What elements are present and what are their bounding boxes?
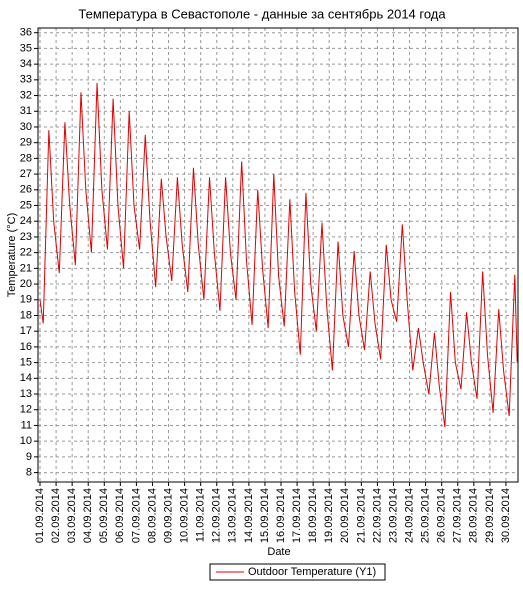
x-tick-label: 13.09.2014 (227, 488, 239, 543)
y-tick-label: 11 (21, 419, 32, 431)
x-tick-label: 02.09.2014 (50, 488, 62, 543)
y-tick-label: 16 (20, 341, 32, 353)
x-tick-label: 03.09.2014 (66, 488, 78, 543)
y-tick-label: 30 (20, 121, 32, 133)
x-tick-label: 30.09.2014 (500, 488, 512, 543)
y-tick-label: 17 (20, 325, 32, 337)
x-tick-label: 19.09.2014 (323, 488, 335, 543)
x-tick-label: 01.09.2014 (34, 488, 46, 543)
x-tick-label: 09.09.2014 (162, 488, 174, 543)
y-tick-label: 34 (20, 58, 32, 70)
x-tick-label: 11.09.2014 (195, 488, 207, 542)
x-tick-label: 21.09.2014 (355, 488, 367, 543)
y-tick-label: 14 (20, 372, 32, 384)
y-tick-label: 32 (20, 89, 32, 101)
y-tick-label: 21 (20, 262, 32, 274)
y-tick-label: 19 (20, 294, 32, 306)
y-tick-label: 25 (20, 199, 32, 211)
legend-box (209, 563, 386, 581)
y-tick-label: 13 (20, 388, 32, 400)
y-tick-label: 29 (20, 137, 32, 149)
x-axis-label: Date (267, 546, 290, 558)
x-tick-label: 12.09.2014 (211, 488, 223, 543)
y-tick-label: 24 (20, 215, 32, 227)
x-tick-label: 15.09.2014 (259, 488, 271, 543)
x-tick-label: 28.09.2014 (468, 488, 480, 543)
x-tick-label: 06.09.2014 (114, 488, 126, 543)
legend-label: Outdoor Temperature (Y1) (248, 566, 376, 578)
x-tick-label: 23.09.2014 (387, 488, 399, 543)
y-tick-label: 26 (20, 184, 32, 196)
y-tick-label: 35 (20, 42, 32, 54)
x-tick-label: 08.09.2014 (146, 488, 158, 543)
x-tick-label: 04.09.2014 (82, 488, 94, 543)
plot-border (37, 27, 519, 483)
y-tick-label: 27 (20, 168, 32, 180)
y-tick-label: 10 (20, 435, 32, 447)
data-line (39, 82, 518, 428)
x-tick-label: 22.09.2014 (371, 488, 383, 543)
y-tick-label: 8 (26, 466, 32, 478)
x-tick-label: 05.09.2014 (98, 488, 110, 543)
x-tick-label: 25.09.2014 (420, 488, 432, 543)
x-tick-label: 26.09.2014 (436, 488, 448, 543)
x-tick-label: 17.09.2014 (291, 488, 303, 543)
x-tick-label: 18.09.2014 (307, 488, 319, 543)
y-tick-label: 28 (20, 152, 32, 164)
y-tick-label: 9 (26, 451, 32, 463)
y-tick-label: 36 (20, 27, 32, 39)
x-tick-label: 24.09.2014 (403, 488, 415, 543)
x-tick-label: 14.09.2014 (243, 488, 255, 543)
y-tick-label: 18 (20, 309, 32, 321)
x-tick-label: 10.09.2014 (179, 488, 191, 543)
y-tick-label: 15 (20, 357, 32, 369)
x-tick-label: 29.09.2014 (484, 488, 496, 543)
x-tick-label: 20.09.2014 (339, 488, 351, 543)
chart-title: Температура в Севастополе - данные за се… (78, 6, 446, 21)
y-axis-label: Temperature (°C) (6, 213, 18, 297)
y-tick-label: 31 (20, 105, 32, 117)
y-tick-label: 12 (20, 404, 32, 416)
x-tick-label: 27.09.2014 (452, 488, 464, 543)
y-tick-label: 33 (20, 74, 32, 86)
y-tick-label: 23 (20, 231, 32, 243)
x-tick-label: 16.09.2014 (275, 488, 287, 543)
y-tick-label: 22 (20, 247, 32, 259)
x-tick-label: 07.09.2014 (130, 488, 142, 543)
y-tick-label: 20 (20, 278, 32, 290)
